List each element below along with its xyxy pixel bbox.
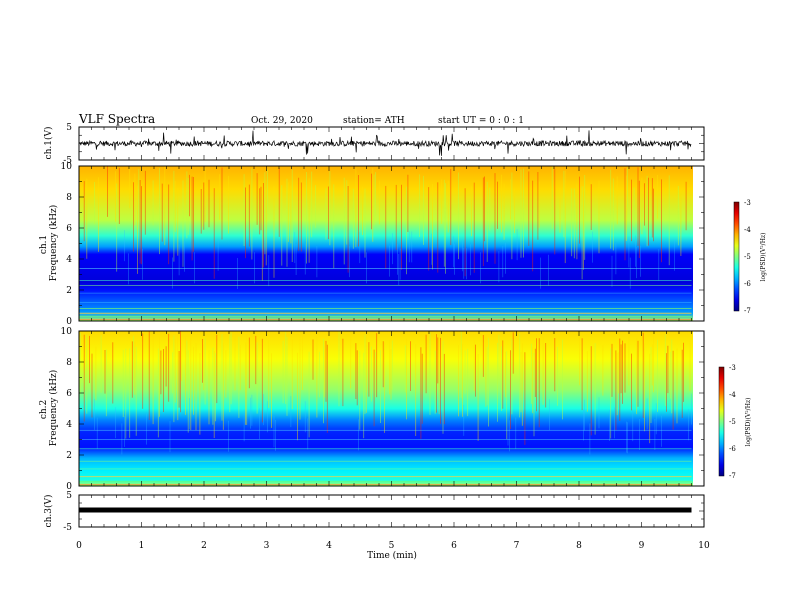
- ch1-waveform-ylabel: ch.1(V): [43, 127, 54, 160]
- ch1-waveform-panel: 5 -5 ch.1(V): [43, 123, 705, 166]
- ch1-waveform-line: [78, 130, 692, 156]
- ch1-freq-tick-0: 0: [66, 317, 72, 327]
- ch1-colorbar-label: log(PSD)(V²/Hz): [760, 233, 767, 282]
- ch3-ytick-top: 5: [66, 491, 72, 501]
- ch1-cb-tick-m3: -3: [744, 199, 751, 207]
- ch2-freq-tick-10: 10: [61, 327, 73, 337]
- ch2-colorbar-label: log(PSD)(V²/Hz): [745, 398, 752, 447]
- ch1-spectrogram-streaks: [83, 166, 687, 289]
- ch3-waveform-ylabel: ch.3(V): [43, 495, 54, 528]
- ch1-spectrogram-ticks: [78, 165, 705, 322]
- ch1-colorbar: [733, 201, 740, 312]
- ch2-spectrogram-streaks: [79, 331, 692, 455]
- figure-title: VLF Spectra: [78, 112, 155, 126]
- ch1-freq-tick-10: 10: [61, 162, 73, 172]
- ch1-ytick-top: 5: [66, 123, 72, 133]
- time-tick-3: 3: [264, 541, 270, 551]
- ch2-spectrogram-tonal-lines: [79, 429, 692, 485]
- ch1-spectrogram-ylabel: ch.1 Frequency (kHz): [39, 205, 59, 282]
- ch2-freq-tick-0: 0: [66, 482, 72, 492]
- ch1-ytick-bottom: -5: [63, 156, 72, 166]
- time-tick-9: 9: [639, 541, 645, 551]
- ch2-colorbar: [718, 366, 725, 477]
- start-ut-label: start UT = 0 : 0 : 1: [438, 116, 524, 126]
- ch1-spectrogram-ylabel-line1: ch.1: [39, 235, 49, 254]
- ch1-freq-tick-8: 8: [66, 193, 72, 203]
- ch2-freq-tick-8: 8: [66, 358, 72, 368]
- time-tick-8: 8: [576, 541, 582, 551]
- time-tick-6: 6: [451, 541, 457, 551]
- ch2-spectrogram-ylabel-line1: ch.2: [39, 400, 49, 419]
- ch2-spectrogram-ylabel: ch.2 Frequency (kHz): [39, 370, 59, 447]
- ch2-cb-tick-m6: -6: [729, 445, 736, 453]
- ch2-spectrogram-yticklabels: 0 2 4 6 8 10: [61, 327, 73, 492]
- ch1-freq-tick-4: 4: [66, 255, 72, 265]
- ch2-cb-tick-m3: -3: [729, 364, 736, 372]
- time-tick-7: 7: [514, 541, 520, 551]
- ch2-cb-tick-m4: -4: [729, 391, 736, 399]
- ch2-spectrogram-panel: 0 2 4 6 8 10 ch.2 Frequency (kHz) -3 -4 …: [39, 327, 752, 492]
- ch2-freq-tick-4: 4: [66, 420, 72, 430]
- ch2-spectrogram-ticks: [78, 330, 705, 487]
- ch3-ytick-bottom: -5: [63, 523, 72, 533]
- time-axis-label: Time (min): [367, 550, 417, 561]
- time-tick-10: 10: [698, 541, 710, 551]
- time-tick-0: 0: [76, 541, 82, 551]
- ch1-cb-tick-m7: -7: [744, 307, 751, 315]
- time-tick-1: 1: [139, 541, 145, 551]
- ch1-freq-tick-2: 2: [66, 286, 72, 296]
- ch1-waveform-ticks: [78, 126, 705, 161]
- time-tick-5: 5: [389, 541, 395, 551]
- ch1-freq-tick-6: 6: [66, 224, 72, 234]
- ch2-cb-tick-m5: -5: [729, 418, 736, 426]
- date-label: Oct. 29, 2020: [251, 116, 313, 126]
- time-tick-4: 4: [326, 541, 332, 551]
- ch1-spectrogram-tonal-lines: [79, 267, 692, 320]
- ch2-spectrogram-ylabel-line2: Frequency (kHz): [48, 370, 59, 447]
- ch1-spectrogram-yticklabels: 0 2 4 6 8 10: [61, 162, 73, 327]
- ch1-spectrogram-ylabel-line2: Frequency (kHz): [48, 205, 59, 282]
- ch3-waveform-line: [79, 507, 692, 513]
- ch2-freq-tick-6: 6: [66, 389, 72, 399]
- ch1-spectrogram-panel: 0 2 4 6 8 10 ch.1 Frequency (kHz) -3 -4 …: [39, 162, 767, 327]
- ch1-cb-tick-m5: -5: [744, 253, 751, 261]
- ch2-freq-tick-2: 2: [66, 451, 72, 461]
- ch1-cb-tick-m4: -4: [744, 226, 751, 234]
- time-axis-ticklabels: 0 1 2 3 4 5 6 7 8 9 10: [76, 541, 710, 551]
- station-label: station= ATH: [343, 116, 405, 126]
- ch3-waveform-ticks: [78, 494, 705, 528]
- ch3-waveform-panel: 5 -5 ch.3(V): [43, 491, 705, 533]
- ch1-colorbar-ticks: -3 -4 -5 -6 -7: [744, 199, 751, 315]
- ch1-cb-tick-m6: -6: [744, 280, 751, 288]
- time-tick-2: 2: [201, 541, 207, 551]
- ch2-cb-tick-m7: -7: [729, 472, 736, 480]
- ch2-colorbar-ticks: -3 -4 -5 -6 -7: [729, 364, 736, 480]
